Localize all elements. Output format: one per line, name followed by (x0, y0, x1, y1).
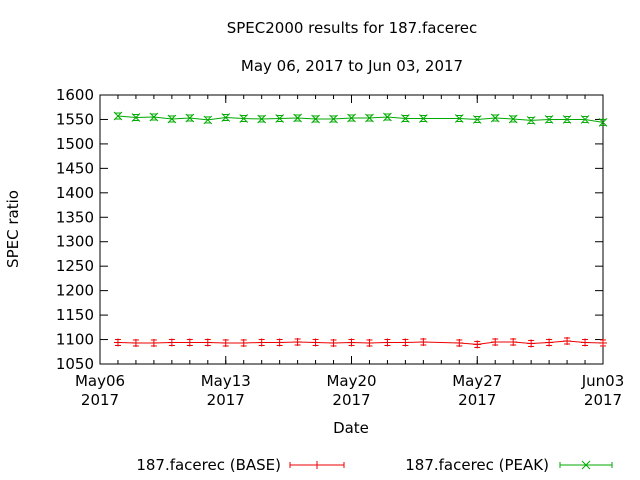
data-point (562, 115, 572, 124)
x-axis-label: Date (333, 419, 369, 437)
legend-marker-d2 (581, 460, 591, 470)
data-point (203, 338, 212, 347)
plot-area: 1050 1100 1150 1200 1250 1300 1350 1400 1450 1500… (56, 86, 624, 409)
y-tick-label: 1550 (56, 110, 94, 128)
data-point (347, 338, 356, 347)
data-point (508, 114, 518, 124)
y-tick-label: 1300 (56, 233, 94, 251)
data-point (113, 338, 122, 347)
data-point (599, 338, 607, 347)
data-point (598, 118, 608, 127)
data-point (544, 115, 554, 124)
x-tick-label-year: 2017 (207, 391, 245, 409)
data-point (490, 113, 500, 123)
y-tick-label: 1150 (56, 306, 94, 324)
data-point (473, 340, 482, 349)
data-point (401, 114, 410, 123)
x-tick-label: May20 (326, 372, 376, 390)
data-point (221, 113, 231, 122)
data-point (185, 338, 194, 347)
data-point (401, 338, 410, 347)
x-tick-label: Jun03 (581, 372, 625, 390)
data-point (491, 337, 500, 346)
data-point (311, 114, 320, 124)
x-tick-label: May13 (201, 372, 251, 390)
data-point (203, 115, 213, 125)
y-tick-label: 1500 (56, 135, 94, 153)
data-point (581, 338, 590, 347)
data-point (293, 337, 302, 346)
y-tick-label: 1400 (56, 184, 94, 202)
data-point (275, 338, 284, 347)
data-point (221, 338, 230, 347)
data-point (329, 114, 338, 124)
y-tick-label: 1450 (56, 159, 94, 177)
data-point (419, 114, 428, 123)
data-point (257, 338, 266, 347)
data-point (383, 338, 392, 347)
data-point (329, 338, 338, 347)
x-tick-label-year: 2017 (458, 391, 496, 409)
chart-subtitle: May 06, 2017 to Jun 03, 2017 (241, 57, 463, 75)
y-tick-label: 1200 (56, 282, 94, 300)
data-point (455, 338, 464, 347)
data-point (527, 339, 536, 348)
data-point (311, 338, 320, 347)
x-tick-label: May27 (452, 372, 502, 390)
legend-marker (581, 460, 591, 470)
legend-marker (313, 461, 321, 469)
y-tick-label: 1350 (56, 208, 94, 226)
x-tick-label-year: 2017 (584, 391, 622, 409)
y-tick-label: 1250 (56, 257, 94, 275)
legend-label: 187.facerec (PEAK) (405, 456, 549, 474)
data-point (167, 114, 177, 124)
data-point (275, 114, 284, 123)
x-tick-label: May06 (75, 372, 125, 390)
data-point (239, 338, 248, 347)
data-point (509, 337, 518, 346)
data-point (580, 115, 590, 124)
data-point (239, 114, 249, 123)
y-tick-label: 1600 (56, 86, 94, 104)
data-point (113, 111, 123, 121)
data-point (454, 114, 464, 123)
data-point (383, 112, 392, 122)
data-point (545, 338, 554, 347)
data-point (526, 116, 536, 125)
data-point (365, 113, 374, 123)
plot-frame (99, 94, 604, 365)
data-point (419, 337, 428, 346)
data-point (472, 115, 482, 124)
data-point (149, 338, 158, 347)
x-tick-label-year: 2017 (81, 391, 119, 409)
chart-title: SPEC2000 results for 187.facerec (227, 19, 478, 37)
data-point (131, 113, 141, 122)
data-point (131, 338, 140, 347)
legend: 187.facerec (BASE) 187.facerec (PEAK) (136, 456, 613, 474)
data-point (347, 113, 356, 123)
data-point (365, 338, 374, 347)
data-point (185, 113, 195, 123)
data-point (167, 338, 176, 347)
data-point (563, 337, 572, 346)
y-axis-label: SPEC ratio (4, 190, 22, 268)
y-tick-label: 1100 (56, 331, 94, 349)
legend-label: 187.facerec (BASE) (136, 456, 281, 474)
data-point (149, 112, 159, 122)
data-point (257, 114, 267, 124)
data-point (293, 113, 302, 123)
y-tick-label: 1050 (56, 355, 94, 373)
x-tick-label-year: 2017 (332, 391, 370, 409)
